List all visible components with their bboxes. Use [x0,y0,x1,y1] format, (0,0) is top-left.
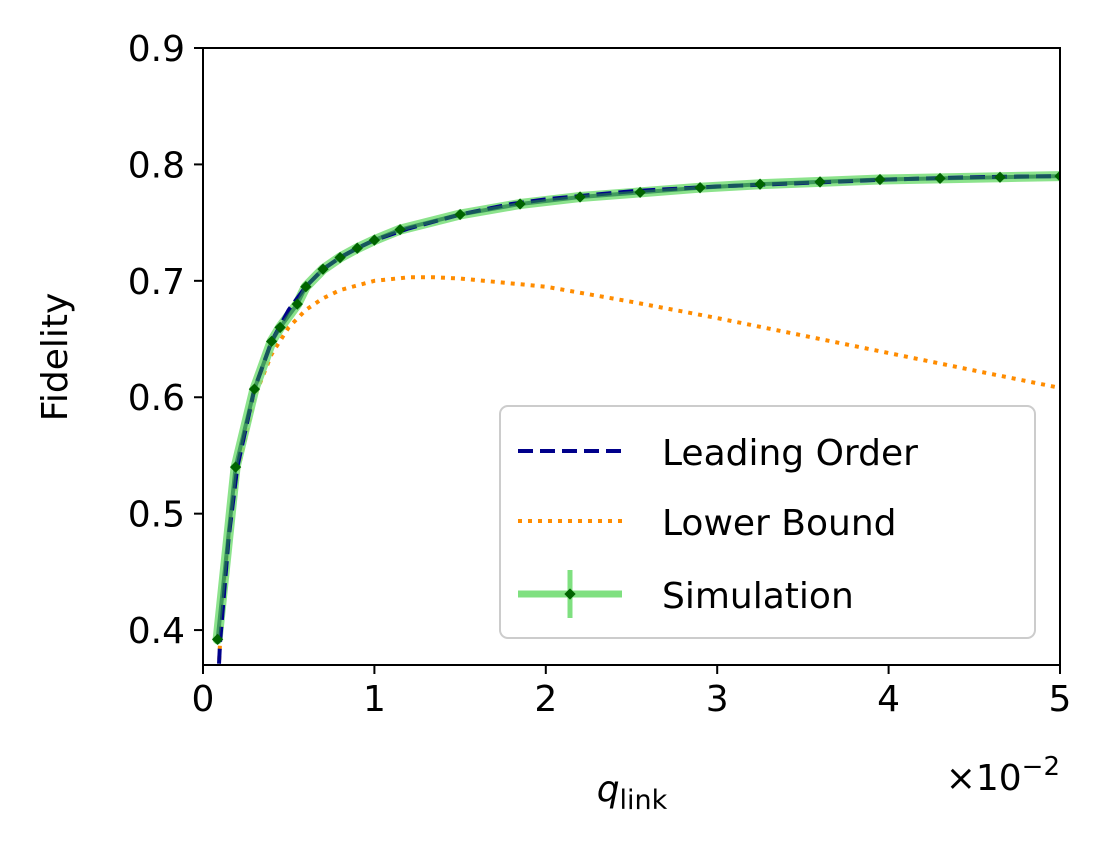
legend-swatch-simulation-marker [564,588,576,600]
x-axis-scale-exponent: −2 [1022,752,1060,782]
x-axis-scale-label: ×10−2 [946,752,1060,799]
legend-label-leading-order: Leading Order [662,433,918,474]
y-tick-label: 0.9 [128,29,185,70]
data-point-simulation [368,234,381,246]
data-point-simulation [274,321,286,334]
y-tick-label: 0.5 [128,495,185,536]
x-axis-scale-prefix: ×10 [946,758,1022,799]
x-tick-label: 0 [192,679,215,720]
y-tick-label: 0.7 [128,262,185,303]
legend-box [499,405,1036,639]
data-point-simulation [291,298,303,310]
x-axis-ticks: 0 1 2 3 4 5 [192,665,1072,720]
data-point-simulation [229,461,242,473]
y-tick-label: 0.6 [128,378,185,419]
x-axis-label: qlink [597,769,668,816]
data-point-simulation [994,171,1006,183]
y-axis-label: Fidelity [35,293,76,422]
legend-label-lower-bound: Lower Bound [662,503,897,544]
y-tick-label: 0.4 [128,611,185,652]
series-layer [211,170,1060,665]
series-line-lower-bound [216,275,1060,665]
y-axis-ticks: 0.4 0.5 0.6 0.7 0.8 0.9 [128,29,203,652]
data-point-simulation [394,223,406,236]
data-point-simulation [265,335,278,348]
x-tick-label: 4 [877,679,900,720]
x-tick-label: 5 [1049,679,1072,720]
x-tick-label: 3 [706,679,729,720]
data-point-simulation [317,263,329,275]
x-axis-label-subscript: link [620,785,668,816]
data-point-simulation [454,208,466,221]
legend: Leading Order Lower Bound Simulation [499,405,1036,639]
data-point-simulation [248,383,261,395]
data-point-simulation [300,281,312,293]
legend-label-simulation: Simulation [662,576,854,617]
data-point-simulation [351,242,363,254]
x-tick-label: 1 [363,679,386,720]
plot-frame [202,47,1061,666]
data-point-simulation [334,251,346,264]
data-point-simulation [1054,170,1060,182]
y-tick-label: 0.8 [128,145,185,186]
x-tick-label: 2 [534,679,557,720]
x-axis-label-base: q [597,769,620,810]
